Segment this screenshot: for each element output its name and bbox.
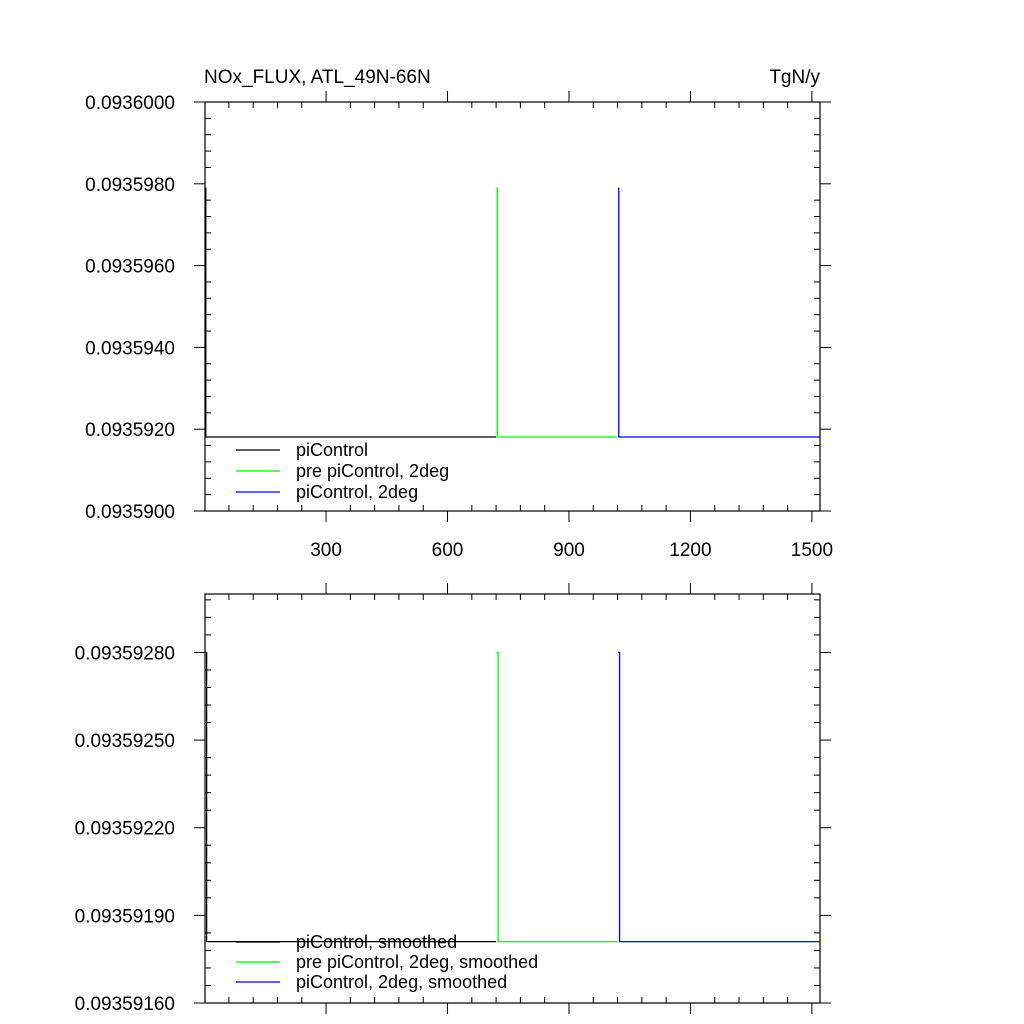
top-panel: NOx_FLUX, ATL_49N-66N TgN/y 300 600 900 120… bbox=[85, 67, 833, 561]
bottom-panel: 0.09359160 0.09359190 0.09359220 0.09359250… bbox=[75, 583, 831, 1015]
top-legend-label-0: piControl bbox=[296, 440, 368, 460]
top-y-tick-label: 0.0935940 bbox=[85, 338, 175, 359]
top-x-tick-label: 900 bbox=[553, 540, 585, 561]
top-y-tick-label: 0.0935920 bbox=[85, 420, 175, 441]
bottom-plot-frame bbox=[204, 593, 821, 1004]
bottom-legend-label-2: piControl, 2deg, smoothed bbox=[296, 972, 507, 992]
top-x-tick-label: 600 bbox=[432, 540, 464, 561]
bottom-series-line-1 bbox=[496, 651, 618, 943]
top-legend-label-2: piControl, 2deg bbox=[296, 482, 418, 502]
bottom-y-tick-label: 0.09359160 bbox=[75, 994, 175, 1015]
top-legend-label-1: pre piControl, 2deg bbox=[296, 461, 449, 481]
top-x-tick-label: 1200 bbox=[669, 540, 711, 561]
bottom-legend-label-1: pre piControl, 2deg, smoothed bbox=[296, 952, 538, 972]
top-panel-title: NOx_FLUX, ATL_49N-66N bbox=[204, 67, 431, 88]
top-y-tick-label: 0.0935980 bbox=[85, 175, 175, 196]
bottom-y-tick-label: 0.09359280 bbox=[75, 643, 175, 664]
bottom-legend-label-0: piControl, smoothed bbox=[296, 932, 457, 952]
top-plot-frame bbox=[204, 101, 821, 512]
bottom-series-line-2 bbox=[617, 651, 820, 943]
top-series-line-2 bbox=[617, 187, 820, 438]
bottom-series-line-0 bbox=[205, 651, 497, 943]
top-panel-units: TgN/y bbox=[769, 67, 820, 88]
top-y-tick-label: 0.0935900 bbox=[85, 502, 175, 523]
top-y-tick-label: 0.0936000 bbox=[85, 93, 175, 114]
bottom-y-tick-label: 0.09359250 bbox=[75, 731, 175, 752]
bottom-y-tick-label: 0.09359220 bbox=[75, 819, 175, 840]
bottom-y-tick-label: 0.09359190 bbox=[75, 906, 175, 927]
top-x-tick-label: 1500 bbox=[791, 540, 833, 561]
top-series-line-1 bbox=[496, 187, 618, 438]
top-x-tick-label: 300 bbox=[310, 540, 342, 561]
top-y-tick-label: 0.0935960 bbox=[85, 257, 175, 278]
